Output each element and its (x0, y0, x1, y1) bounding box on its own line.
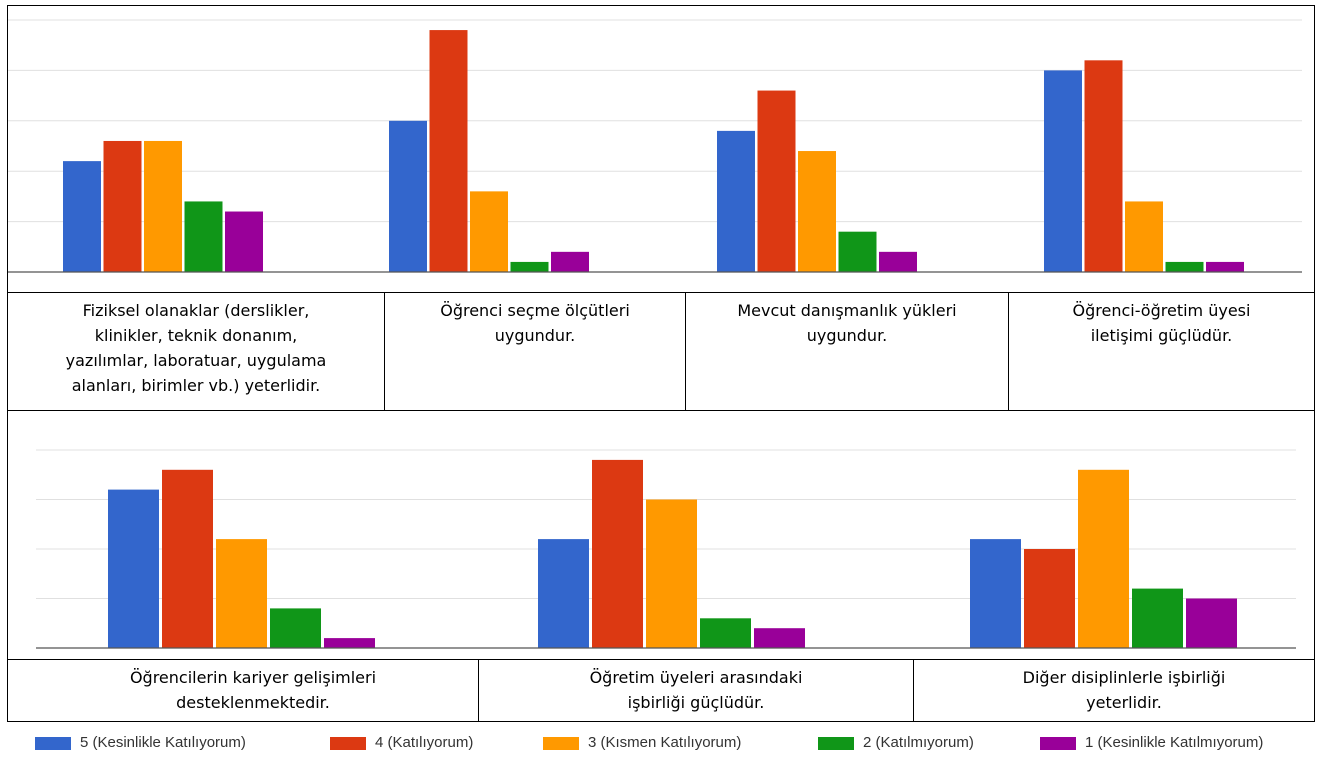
top-bar-s4-c4 (1165, 261, 1204, 272)
bottom-bar-s1-c3 (970, 539, 1021, 648)
legend-label-3: 3 (Kısmen Katılıyorum) (588, 734, 742, 751)
top-bar-s1-c4 (1044, 70, 1082, 273)
bottom-chart-panel (7, 410, 1315, 660)
legend-label-5: 5 (Kesinlikle Katılıyorum) (80, 734, 246, 751)
bottom-bar-s4-c1 (270, 608, 321, 648)
top-bar-chart (8, 19, 1302, 273)
top-bar-s2-c2 (429, 30, 468, 272)
bottom-bar-s5-c1 (324, 638, 375, 648)
bottom-bar-s2-c3 (1024, 549, 1075, 648)
top-bar-s4-c2 (510, 261, 549, 272)
legend-swatch-2 (818, 737, 854, 750)
top-bar-s1-c2 (389, 120, 427, 272)
bottom-caption-3: Diğer disiplinlerle işbirliği yeterlidir… (913, 659, 1315, 722)
top-bar-s4-c3 (838, 231, 877, 272)
bottom-bar-s4-c2 (700, 618, 751, 648)
top-bar-s3-c1 (144, 140, 182, 272)
bottom-caption-2: Öğretim üyeleri arasındaki işbirliği güç… (478, 659, 914, 722)
top-bar-s2-c3 (757, 90, 796, 272)
top-caption-1-text: Fiziksel olanaklar (derslikler, klinikle… (65, 301, 327, 395)
bottom-caption-1: Öğrencilerin kariyer gelişimleri destekl… (7, 659, 479, 722)
bottom-bar-s2-c2 (592, 459, 643, 648)
top-bar-s5-c4 (1206, 261, 1244, 272)
legend-swatch-5 (35, 737, 71, 750)
bottom-bar-s3-c1 (216, 539, 267, 648)
top-caption-4-text: Öğrenci-öğretim üyesi iletişimi güçlüdür… (1072, 301, 1251, 345)
bottom-bar-s3-c2 (646, 499, 697, 648)
legend-swatch-3 (543, 737, 579, 750)
chart-legend: 5 (Kesinlikle Katılıyorum) 4 (Katılıyoru… (0, 726, 1327, 760)
top-caption-3: Mevcut danışmanlık yükleri uygundur. (685, 292, 1009, 411)
top-bar-s5-c3 (879, 251, 917, 272)
top-caption-4: Öğrenci-öğretim üyesi iletişimi güçlüdür… (1008, 292, 1315, 411)
top-bar-s3-c2 (470, 191, 508, 272)
legend-swatch-1 (1040, 737, 1076, 750)
bottom-bar-s1-c2 (538, 539, 589, 648)
legend-label-4: 4 (Katılıyorum) (375, 734, 474, 751)
legend-label-2: 2 (Katılmıyorum) (863, 734, 974, 751)
top-chart-panel (7, 5, 1315, 293)
top-bar-s1-c3 (717, 130, 755, 272)
top-bar-s3-c3 (798, 151, 836, 272)
top-bar-s4-c1 (184, 201, 223, 272)
top-bar-s5-c2 (551, 251, 589, 272)
bottom-bar-s4-c3 (1132, 588, 1183, 648)
top-caption-2: Öğrenci seçme ölçütleri uygundur. (384, 292, 686, 411)
bottom-bar-chart (36, 449, 1296, 649)
top-caption-1: Fiziksel olanaklar (derslikler, klinikle… (7, 292, 385, 411)
bottom-bar-s2-c1 (162, 469, 213, 648)
top-bar-s2-c4 (1084, 60, 1123, 272)
legend-label-1: 1 (Kesinlikle Katılmıyorum) (1085, 734, 1264, 751)
legend-swatch-4 (330, 737, 366, 750)
bottom-caption-1-text: Öğrencilerin kariyer gelişimleri destekl… (129, 668, 377, 712)
top-caption-3-text: Mevcut danışmanlık yükleri uygundur. (737, 301, 957, 345)
bottom-caption-3-text: Diğer disiplinlerle işbirliği yeterlidir… (1022, 668, 1226, 712)
top-bar-s5-c1 (225, 211, 263, 272)
bottom-bar-s5-c3 (1186, 598, 1237, 648)
top-bar-s1-c1 (63, 161, 101, 272)
top-bar-s3-c4 (1125, 201, 1163, 272)
top-bar-s2-c1 (103, 140, 142, 272)
bottom-caption-2-text: Öğretim üyeleri arasındaki işbirliği güç… (589, 668, 803, 712)
bottom-bar-s1-c1 (108, 489, 159, 648)
top-caption-2-text: Öğrenci seçme ölçütleri uygundur. (440, 301, 630, 345)
bottom-bar-s3-c3 (1078, 469, 1129, 648)
bottom-bar-s5-c2 (754, 628, 805, 648)
